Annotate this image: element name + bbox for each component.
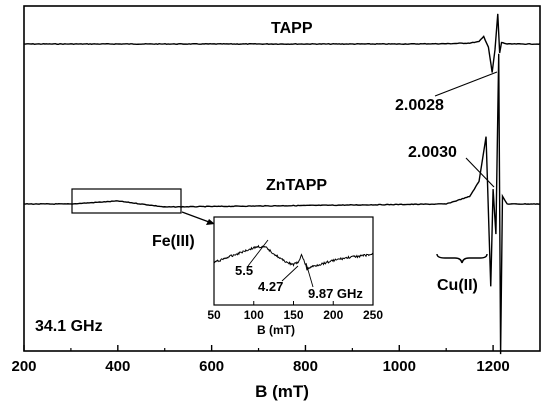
series-line-zntapp [24,54,540,354]
annotation-g-tapp: 2.0028 [395,97,444,114]
x-tick-label: 1000 [383,358,416,375]
x-axis-ticks [24,345,493,351]
inset-annotation-5-5: 5.5 [235,263,253,278]
annotation-fe: Fe(III) [152,233,195,250]
x-tick-label: 200 [11,358,36,375]
inset-x-tick-label: 50 [207,308,221,322]
cu-brace [437,254,487,263]
inset-x-tick-label: 100 [244,308,264,322]
inset-annotation-frequency: 9.87 GHz [308,286,363,301]
x-tick-label: 1200 [476,358,509,375]
inset-x-tick-label: 150 [283,308,303,322]
x-tick-label: 800 [293,358,318,375]
x-axis-tick-labels: 200 400 600 800 1000 1200 [11,358,509,375]
series-label-tapp: TAPP [271,20,313,37]
annotation-frequency: 34.1 GHz [35,318,103,335]
annotation-arrow-g-zntapp [466,158,494,187]
inset-x-axis-title: B (mT) [257,323,295,337]
x-axis-title: B (mT) [255,382,309,401]
inset-x-tick-label: 250 [363,308,383,322]
fe-region-arrow [182,212,209,222]
x-tick-label: 600 [199,358,224,375]
inset-annotation-4-27: 4.27 [258,279,283,294]
inset-plot: 50 100 150 200 250 B (mT) 5.5 4.27 9.87 GHz [207,217,383,337]
annotation-arrow-g-tapp [435,72,497,96]
series-label-zntapp: ZnTAPP [266,177,327,194]
x-tick-label: 400 [105,358,130,375]
inset-axis-tick-labels: 50 100 150 200 250 [207,308,383,322]
inset-x-tick-label: 200 [323,308,343,322]
fe-region-box [72,189,181,213]
annotation-cu: Cu(II) [437,277,478,294]
annotation-g-zntapp: 2.0030 [408,144,457,161]
